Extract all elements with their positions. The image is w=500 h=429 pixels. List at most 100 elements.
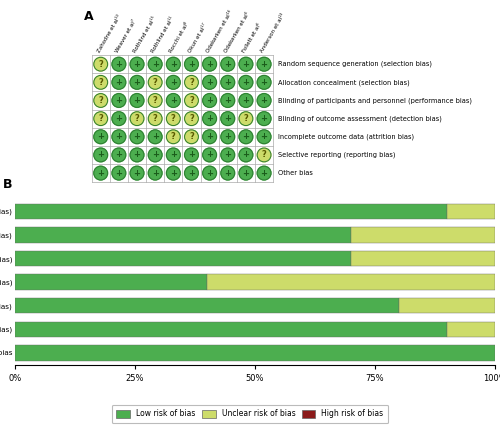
Circle shape — [239, 148, 253, 162]
Text: ?: ? — [153, 114, 158, 123]
Text: +: + — [152, 132, 158, 141]
Circle shape — [112, 148, 126, 162]
Circle shape — [112, 94, 126, 107]
Text: +: + — [134, 132, 140, 141]
Text: +: + — [224, 151, 232, 160]
Text: +: + — [206, 60, 213, 69]
Text: +: + — [224, 78, 232, 87]
Circle shape — [239, 112, 253, 126]
Text: Zahodne et al¹⁰: Zahodne et al¹⁰ — [96, 14, 122, 54]
Circle shape — [148, 57, 162, 71]
Circle shape — [148, 166, 162, 180]
Circle shape — [166, 148, 180, 162]
Text: Blinding of outcome assessment (detection bias): Blinding of outcome assessment (detectio… — [278, 115, 442, 122]
Circle shape — [202, 94, 216, 107]
Circle shape — [94, 112, 108, 126]
Text: +: + — [170, 151, 177, 160]
Text: +: + — [97, 132, 104, 141]
Circle shape — [148, 130, 162, 144]
Text: ?: ? — [262, 151, 266, 160]
Circle shape — [148, 148, 162, 162]
Circle shape — [239, 130, 253, 144]
Circle shape — [148, 94, 162, 107]
Legend: Low risk of bias, Unclear risk of bias, High risk of bias: Low risk of bias, Unclear risk of bias, … — [112, 405, 388, 423]
Circle shape — [221, 57, 234, 71]
Bar — [15, 251, 351, 266]
Text: +: + — [224, 132, 232, 141]
Circle shape — [112, 112, 126, 126]
Circle shape — [112, 76, 126, 89]
Text: +: + — [224, 114, 232, 123]
Text: +: + — [134, 96, 140, 105]
Text: +: + — [242, 132, 250, 141]
Bar — [399, 298, 495, 313]
Text: +: + — [242, 169, 250, 178]
Bar — [447, 204, 495, 219]
Circle shape — [239, 76, 253, 89]
Text: ?: ? — [153, 96, 158, 105]
Text: +: + — [188, 60, 195, 69]
Circle shape — [184, 112, 198, 126]
Text: ?: ? — [244, 114, 248, 123]
Circle shape — [130, 76, 144, 89]
Text: +: + — [206, 132, 213, 141]
Text: +: + — [224, 96, 232, 105]
Circle shape — [94, 166, 108, 180]
Circle shape — [202, 148, 216, 162]
Text: +: + — [116, 132, 122, 141]
Circle shape — [148, 112, 162, 126]
Text: ?: ? — [134, 114, 140, 123]
Circle shape — [112, 166, 126, 180]
Text: +: + — [260, 96, 268, 105]
Circle shape — [166, 166, 180, 180]
Text: +: + — [170, 96, 177, 105]
Text: +: + — [260, 169, 268, 178]
Text: Weaver et al⁷: Weaver et al⁷ — [114, 19, 138, 54]
Circle shape — [130, 112, 144, 126]
Text: +: + — [116, 169, 122, 178]
Bar — [15, 275, 207, 290]
Circle shape — [221, 148, 234, 162]
Text: ?: ? — [189, 78, 194, 87]
Text: +: + — [116, 96, 122, 105]
Text: +: + — [206, 169, 213, 178]
Circle shape — [112, 130, 126, 144]
Circle shape — [257, 148, 271, 162]
Circle shape — [202, 57, 216, 71]
Circle shape — [94, 148, 108, 162]
Circle shape — [166, 130, 180, 144]
Circle shape — [166, 112, 180, 126]
Text: A: A — [84, 10, 93, 23]
Text: +: + — [97, 151, 104, 160]
Text: +: + — [224, 60, 232, 69]
Text: Odekerken et al⁶: Odekerken et al⁶ — [224, 12, 250, 54]
Text: Allocation concealment (selection bias): Allocation concealment (selection bias) — [278, 79, 409, 85]
Text: +: + — [116, 114, 122, 123]
Circle shape — [130, 57, 144, 71]
Text: Random sequence generation (selection bias): Random sequence generation (selection bi… — [278, 61, 432, 67]
Circle shape — [257, 112, 271, 126]
Text: +: + — [116, 151, 122, 160]
Circle shape — [221, 94, 234, 107]
Text: +: + — [206, 114, 213, 123]
Circle shape — [257, 166, 271, 180]
Text: +: + — [260, 60, 268, 69]
Circle shape — [221, 112, 234, 126]
Text: +: + — [242, 60, 250, 69]
Text: Selective reporting (reporting bias): Selective reporting (reporting bias) — [278, 152, 395, 158]
Circle shape — [202, 112, 216, 126]
Circle shape — [202, 130, 216, 144]
Text: +: + — [260, 132, 268, 141]
Circle shape — [221, 130, 234, 144]
Circle shape — [184, 57, 198, 71]
Circle shape — [184, 148, 198, 162]
Text: +: + — [152, 60, 158, 69]
Circle shape — [94, 57, 108, 71]
Text: ?: ? — [98, 60, 103, 69]
Text: ?: ? — [98, 114, 103, 123]
Text: +: + — [206, 96, 213, 105]
Circle shape — [221, 76, 234, 89]
Text: +: + — [242, 78, 250, 87]
Circle shape — [239, 166, 253, 180]
Circle shape — [184, 166, 198, 180]
